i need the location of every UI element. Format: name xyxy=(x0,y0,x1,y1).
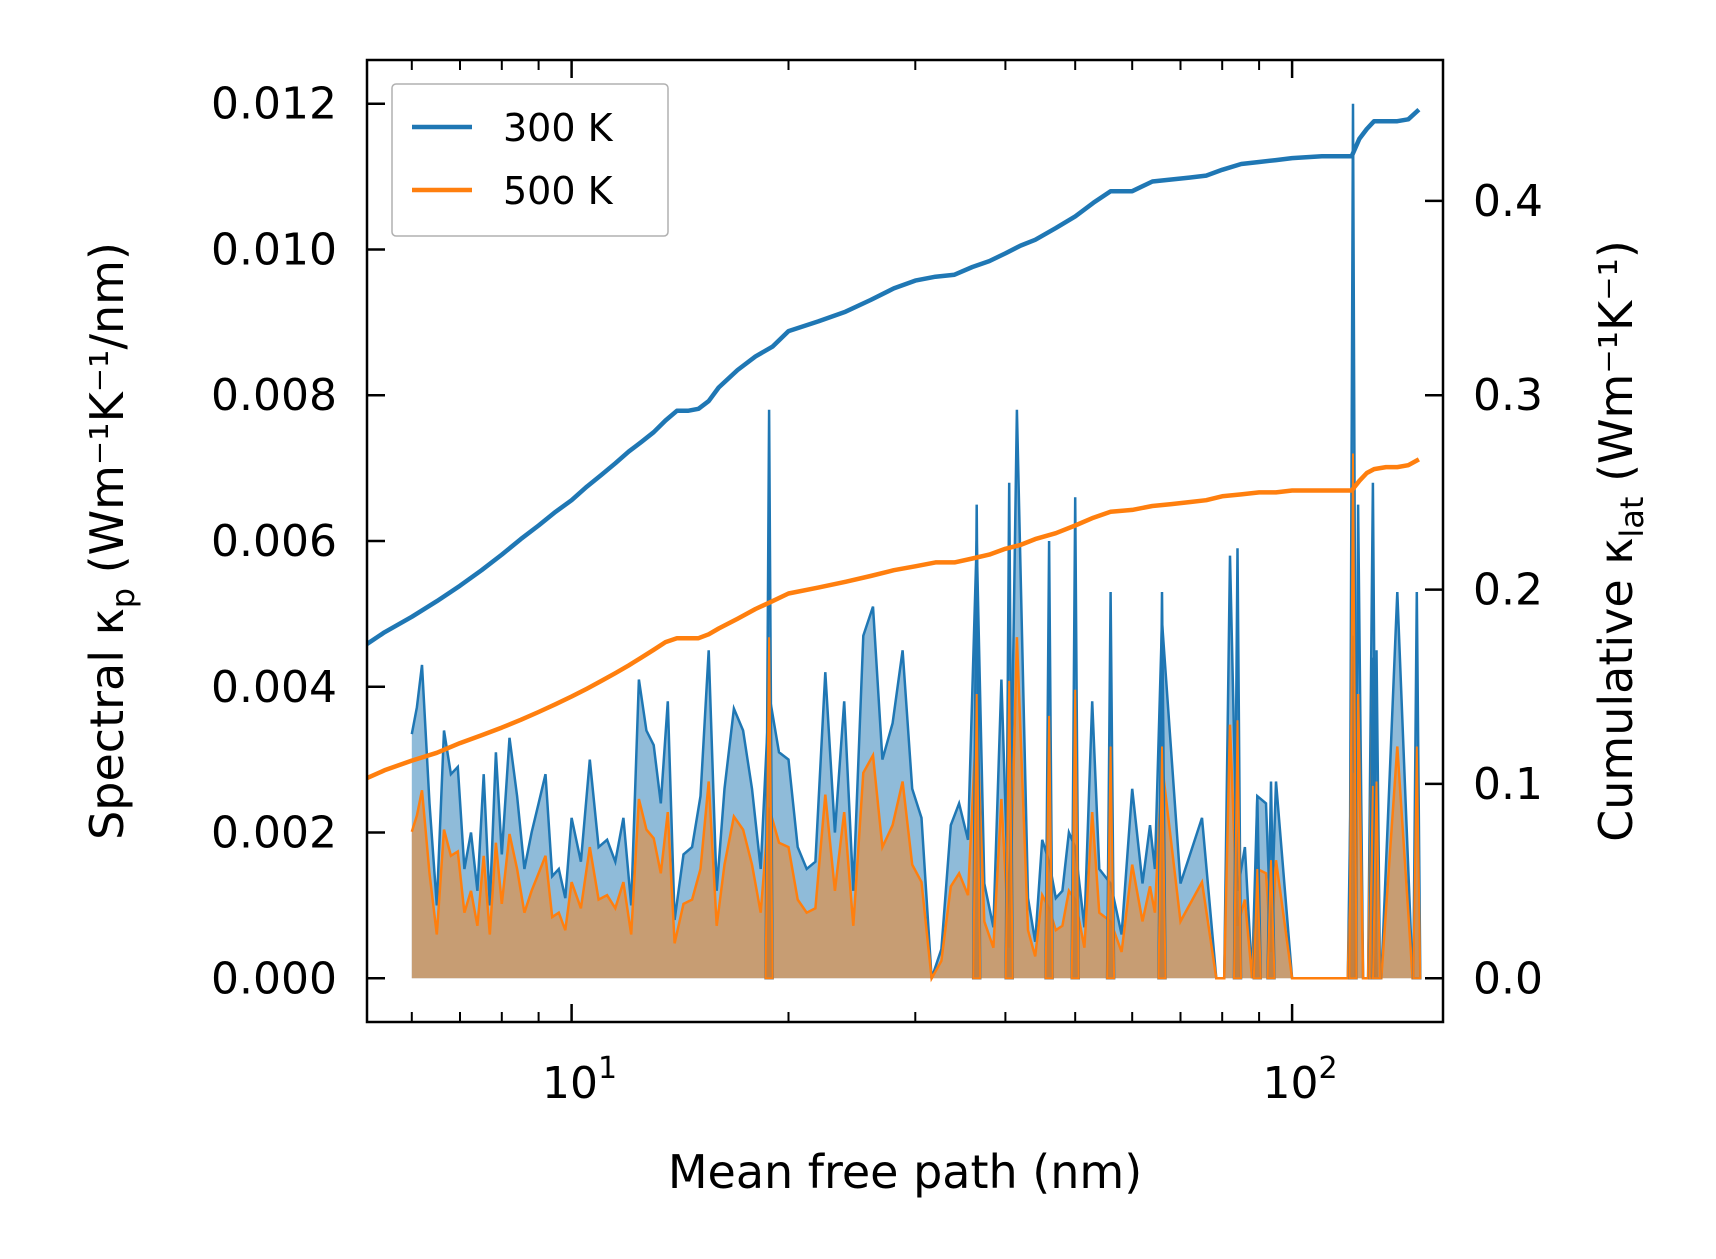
y-left-tick-label: 0.012 xyxy=(211,79,337,130)
legend-box xyxy=(391,83,669,237)
x-axis-title: Mean free path (nm) xyxy=(668,1145,1142,1199)
y-left-tick-label: 0.002 xyxy=(211,808,337,859)
y-left-tick-label: 0.008 xyxy=(211,370,337,421)
legend-label-500k: 500 K xyxy=(503,169,614,213)
cumulative-500k-line xyxy=(367,457,1420,781)
y-right-tick-label: 0.1 xyxy=(1473,759,1543,810)
spectral-peak-500k xyxy=(1252,868,1262,980)
y-right-tick-label: 0.4 xyxy=(1473,176,1543,227)
spectral-peaks xyxy=(764,103,1422,980)
data-layer xyxy=(367,103,1422,983)
y-left-tick-label: 0.000 xyxy=(211,953,337,1004)
spectral-peak-500k xyxy=(1004,680,1014,980)
spectral-peak-500k xyxy=(764,637,774,980)
y-right-axis-title: Cumulative κlat (Wm⁻¹K⁻¹) xyxy=(1589,240,1651,842)
y-left-tick-label: 0.010 xyxy=(211,225,337,276)
axis-ticks xyxy=(367,60,1443,1022)
x-tick-label-10: 101 xyxy=(542,1051,617,1109)
y-left-axis-title: Spectral κp (Wm⁻¹K⁻¹/nm) xyxy=(80,242,142,840)
y-right-tick-label: 0.0 xyxy=(1473,953,1543,1004)
y-left-tick-label: 0.004 xyxy=(211,662,337,713)
spectral-peak-500k xyxy=(1348,453,1358,980)
y-right-tick-label: 0.3 xyxy=(1473,370,1543,421)
x-tick-label-100: 102 xyxy=(1263,1051,1338,1109)
spectral-peak-500k xyxy=(1266,860,1276,980)
spectral-peak-500k xyxy=(1106,746,1116,980)
spectral-peak-500k xyxy=(1232,720,1243,980)
y-left-tick-label: 0.006 xyxy=(211,516,337,567)
spectral-peak-500k xyxy=(972,693,982,980)
spectral-peak-500k xyxy=(1371,781,1382,980)
y-right-tick-label: 0.2 xyxy=(1473,565,1543,616)
spectral-peak-500k xyxy=(1157,746,1167,980)
legend: 300 K 500 K xyxy=(391,83,669,237)
spectral-peak-500k xyxy=(1044,715,1054,980)
legend-label-300k: 300 K xyxy=(503,106,614,150)
spectral-peak-500k xyxy=(1070,689,1080,980)
cumulative-300k-line xyxy=(367,107,1421,646)
spectral-peak-500k xyxy=(1412,746,1422,980)
